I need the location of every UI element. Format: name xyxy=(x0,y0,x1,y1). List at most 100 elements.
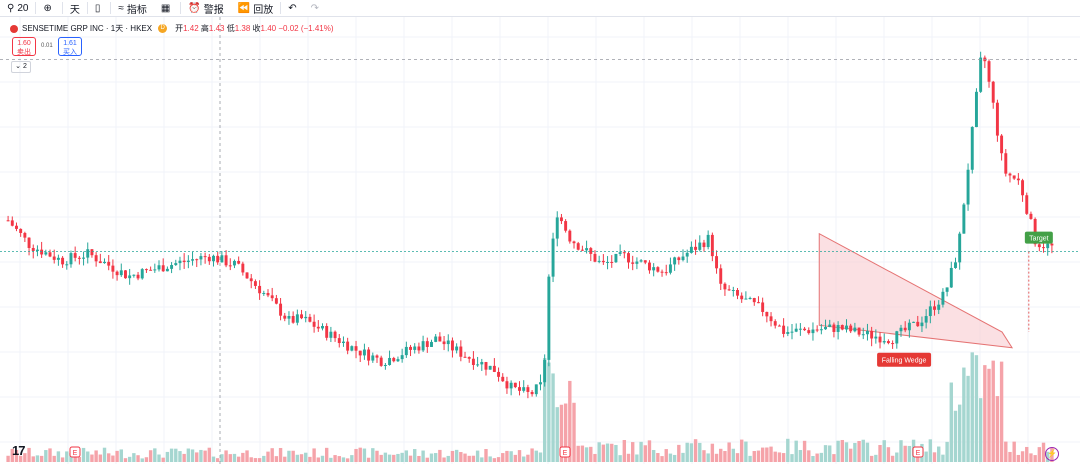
volume-bar xyxy=(111,455,115,462)
volume-bar xyxy=(983,365,987,462)
volume-bar xyxy=(848,448,853,462)
delay-badge: D xyxy=(158,24,168,33)
candle-body xyxy=(677,257,681,261)
volume-bar xyxy=(27,447,31,462)
volume-bar xyxy=(664,449,668,462)
lightning-icon[interactable]: ⚡ xyxy=(1045,447,1059,461)
candle-body xyxy=(564,221,568,231)
candle-body xyxy=(522,387,526,391)
volume-bar xyxy=(937,446,941,462)
candle-body xyxy=(442,341,446,345)
indicators-button[interactable]: ≈ 指标 xyxy=(111,0,154,16)
candle-body xyxy=(153,269,157,271)
candle-body xyxy=(501,376,505,382)
candle-body xyxy=(727,289,731,291)
candle-body xyxy=(928,306,932,317)
symbol-title[interactable]: SENSETIME GRP INC · 1天 · HKEX xyxy=(22,24,153,33)
add-symbol-button[interactable]: ⊕ xyxy=(36,0,61,16)
chart-type-button[interactable]: ▯ xyxy=(88,0,111,16)
candle-body xyxy=(966,169,970,205)
sell-button[interactable]: 1.60 卖出 xyxy=(12,37,36,56)
symbol-search-button[interactable]: ⚲ 20 xyxy=(0,0,35,16)
undo-icon: ↶ xyxy=(288,2,297,14)
volume-bar xyxy=(14,449,19,462)
volume-bar xyxy=(1025,446,1029,462)
candle-body xyxy=(987,61,991,82)
replay-button[interactable]: ⏪ 回放 xyxy=(231,0,280,16)
candle-body xyxy=(685,252,689,257)
candle-body xyxy=(635,261,639,264)
earnings-marker[interactable] xyxy=(559,446,571,458)
volume-bar xyxy=(999,361,1004,462)
interval-button[interactable]: 天 xyxy=(63,0,87,16)
volume-bar xyxy=(262,455,266,462)
candle-body xyxy=(124,270,127,279)
volume-bar xyxy=(18,455,23,462)
target-label-box[interactable] xyxy=(1024,231,1053,244)
volume-bar xyxy=(991,360,995,462)
volume-bar xyxy=(559,404,564,462)
volume-bar xyxy=(266,451,270,462)
candle-body xyxy=(191,259,195,261)
candle-body xyxy=(375,355,379,358)
candle-body xyxy=(425,341,429,347)
candle-body xyxy=(228,265,232,267)
candle-body xyxy=(807,330,811,334)
candle-body xyxy=(706,234,710,248)
volume-bar xyxy=(639,441,643,462)
volume-bar xyxy=(601,444,606,462)
volume-bar xyxy=(35,455,40,462)
volume-bar xyxy=(119,449,123,462)
candle-body xyxy=(702,242,706,248)
volume-bar xyxy=(199,449,203,462)
volume-bar xyxy=(249,457,253,462)
layout-button[interactable]: ▦ xyxy=(154,0,180,16)
candle-body xyxy=(245,272,249,279)
volume-bar xyxy=(597,442,601,462)
volume-bar xyxy=(693,439,698,462)
volume-bar xyxy=(207,447,212,462)
volume-bar xyxy=(593,453,597,462)
volume-bar xyxy=(324,447,329,462)
earnings-marker[interactable] xyxy=(912,446,924,458)
candle-body xyxy=(69,253,73,265)
volume-bar xyxy=(631,442,635,462)
volume-bar xyxy=(379,454,383,462)
volume-bar xyxy=(781,453,786,462)
volume-bar xyxy=(232,453,237,462)
candle-body xyxy=(300,314,304,319)
buy-button[interactable]: 1.61 买入 xyxy=(58,37,82,56)
candle-body xyxy=(1000,135,1004,154)
collapse-legend-button[interactable]: ⌄ 2 xyxy=(11,61,31,73)
volume-bar xyxy=(572,402,576,462)
wedge-label-box[interactable] xyxy=(877,352,932,367)
volume-bar xyxy=(408,455,413,462)
redo-button[interactable]: ↷ xyxy=(304,0,326,16)
candle-body xyxy=(886,341,890,344)
interval-label: 天 xyxy=(69,4,80,16)
earnings-marker[interactable] xyxy=(69,446,81,458)
volume-bar xyxy=(257,458,262,462)
falling-wedge-drawing[interactable] xyxy=(818,232,1014,349)
candle-body xyxy=(555,217,559,239)
candle-body xyxy=(44,252,48,255)
alert-button[interactable]: ⏰ 警报 xyxy=(181,0,230,16)
volume-bar xyxy=(241,452,245,462)
volume-bar xyxy=(102,447,107,462)
volume-bar xyxy=(320,455,325,462)
candle-body xyxy=(119,270,123,276)
candle-body xyxy=(878,336,882,343)
candle-body xyxy=(232,260,236,266)
price-chart[interactable]: Target Falling Wedge E E E xyxy=(0,17,1080,464)
candle-body xyxy=(178,260,182,264)
volume-bar xyxy=(1037,447,1042,462)
undo-button[interactable]: ↶ xyxy=(281,0,303,16)
volume-bar xyxy=(576,445,580,462)
volume-bar xyxy=(157,454,161,462)
candle-body xyxy=(6,220,10,222)
volume-bar xyxy=(869,455,874,462)
wedge-shape[interactable] xyxy=(818,232,1014,349)
volume-bar xyxy=(224,450,228,462)
volume-bar xyxy=(123,458,128,462)
volume-bar xyxy=(480,457,484,462)
